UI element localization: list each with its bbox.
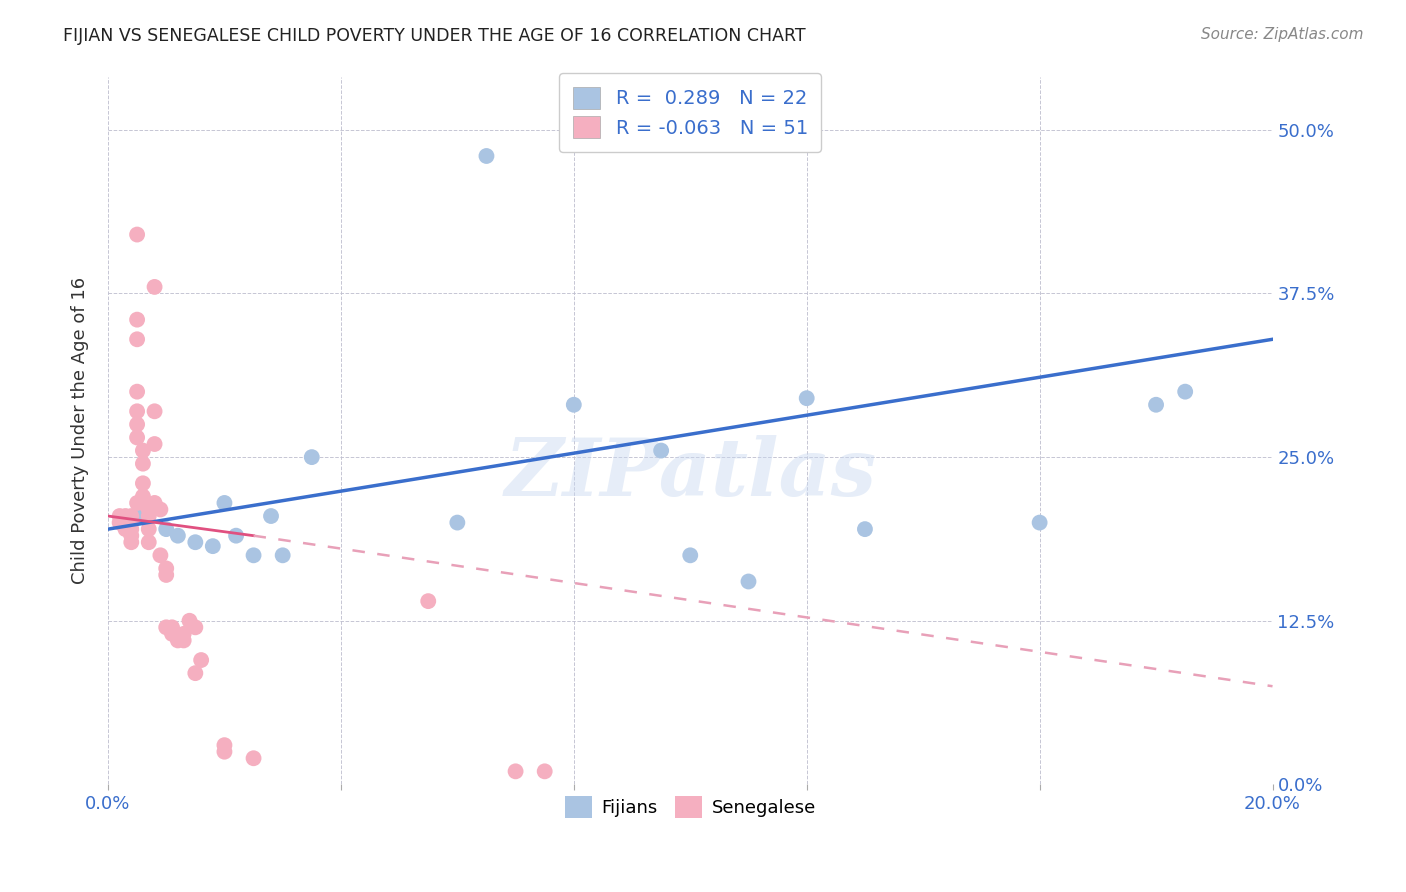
Point: [201, 539, 224, 553]
Point: [127, 509, 149, 524]
Point: [120, 516, 142, 530]
Point: [127, 384, 149, 399]
Point: [853, 522, 876, 536]
Point: [127, 312, 149, 326]
Point: [138, 522, 160, 536]
Point: [737, 574, 759, 589]
Point: [132, 489, 155, 503]
Point: [120, 509, 142, 524]
Point: [214, 745, 236, 759]
Point: [127, 496, 149, 510]
Point: [143, 437, 166, 451]
Point: [149, 502, 172, 516]
Point: [214, 738, 236, 752]
Point: [127, 417, 149, 432]
Point: [418, 594, 440, 608]
Point: [1144, 398, 1167, 412]
Point: [143, 280, 166, 294]
Point: [108, 516, 131, 530]
Point: [132, 476, 155, 491]
Text: FIJIAN VS SENEGALESE CHILD POVERTY UNDER THE AGE OF 16 CORRELATION CHART: FIJIAN VS SENEGALESE CHILD POVERTY UNDER…: [63, 27, 806, 45]
Point: [446, 516, 468, 530]
Point: [114, 516, 136, 530]
Point: [1174, 384, 1197, 399]
Point: [120, 535, 142, 549]
Legend: Fijians, Senegalese: Fijians, Senegalese: [558, 789, 823, 825]
Point: [155, 568, 177, 582]
Point: [260, 509, 283, 524]
Point: [127, 404, 149, 418]
Point: [132, 457, 155, 471]
Point: [138, 509, 160, 524]
Point: [301, 450, 323, 464]
Text: Source: ZipAtlas.com: Source: ZipAtlas.com: [1201, 27, 1364, 42]
Point: [127, 430, 149, 444]
Point: [167, 529, 190, 543]
Y-axis label: Child Poverty Under the Age of 16: Child Poverty Under the Age of 16: [72, 277, 89, 584]
Point: [138, 502, 160, 516]
Point: [184, 535, 207, 549]
Point: [242, 549, 264, 563]
Point: [190, 653, 212, 667]
Point: [796, 391, 818, 405]
Point: [155, 620, 177, 634]
Point: [505, 764, 527, 779]
Point: [132, 496, 155, 510]
Point: [184, 620, 207, 634]
Point: [160, 627, 183, 641]
Point: [167, 633, 190, 648]
Point: [173, 627, 195, 641]
Point: [533, 764, 555, 779]
Point: [679, 549, 702, 563]
Point: [650, 443, 672, 458]
Point: [475, 149, 498, 163]
Point: [138, 535, 160, 549]
Point: [155, 561, 177, 575]
Point: [132, 443, 155, 458]
Point: [1028, 516, 1050, 530]
Point: [114, 509, 136, 524]
Point: [184, 666, 207, 681]
Point: [127, 332, 149, 346]
Point: [242, 751, 264, 765]
Text: ZIPatlas: ZIPatlas: [505, 434, 876, 512]
Point: [143, 404, 166, 418]
Point: [562, 398, 585, 412]
Point: [173, 633, 195, 648]
Point: [143, 496, 166, 510]
Point: [120, 522, 142, 536]
Point: [108, 509, 131, 524]
Point: [120, 529, 142, 543]
Point: [149, 549, 172, 563]
Point: [179, 614, 201, 628]
Point: [114, 522, 136, 536]
Point: [127, 227, 149, 242]
Point: [214, 496, 236, 510]
Point: [225, 529, 247, 543]
Point: [271, 549, 294, 563]
Point: [155, 522, 177, 536]
Point: [160, 620, 183, 634]
